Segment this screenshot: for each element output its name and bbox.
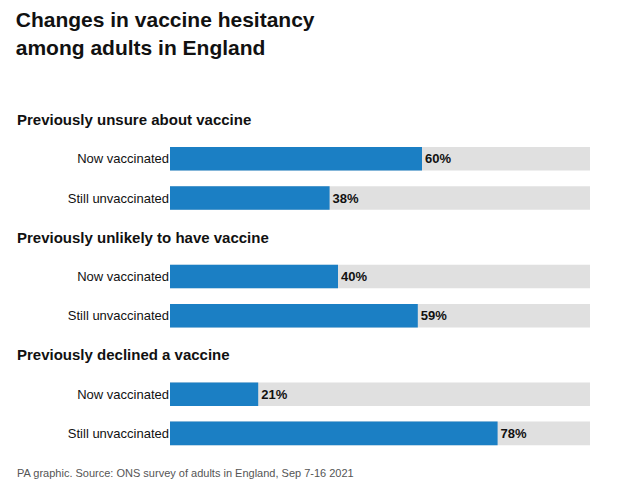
svg-text:59%: 59% bbox=[421, 308, 447, 323]
svg-text:Previously unlikely to have va: Previously unlikely to have vaccine bbox=[17, 229, 269, 246]
svg-text:40%: 40% bbox=[341, 269, 367, 284]
svg-text:78%: 78% bbox=[501, 426, 527, 441]
svg-text:Now vaccinated: Now vaccinated bbox=[77, 387, 169, 402]
svg-text:Still unvaccinated: Still unvaccinated bbox=[68, 426, 169, 441]
svg-text:Still unvaccinated: Still unvaccinated bbox=[68, 191, 169, 206]
svg-text:60%: 60% bbox=[425, 151, 451, 166]
svg-text:Previously unsure about vaccin: Previously unsure about vaccine bbox=[17, 111, 251, 128]
svg-text:PA graphic. Source: ONS survey: PA graphic. Source: ONS survey of adults… bbox=[17, 467, 354, 479]
svg-text:Now vaccinated: Now vaccinated bbox=[77, 151, 169, 166]
svg-text:Now vaccinated: Now vaccinated bbox=[77, 269, 169, 284]
svg-text:38%: 38% bbox=[333, 191, 359, 206]
svg-text:Changes in vaccine hesitancyam: Changes in vaccine hesitancyamong adults… bbox=[16, 8, 315, 58]
svg-text:21%: 21% bbox=[261, 387, 287, 402]
svg-text:Previously declined a vaccine: Previously declined a vaccine bbox=[17, 346, 230, 363]
svg-text:Still unvaccinated: Still unvaccinated bbox=[68, 308, 169, 323]
